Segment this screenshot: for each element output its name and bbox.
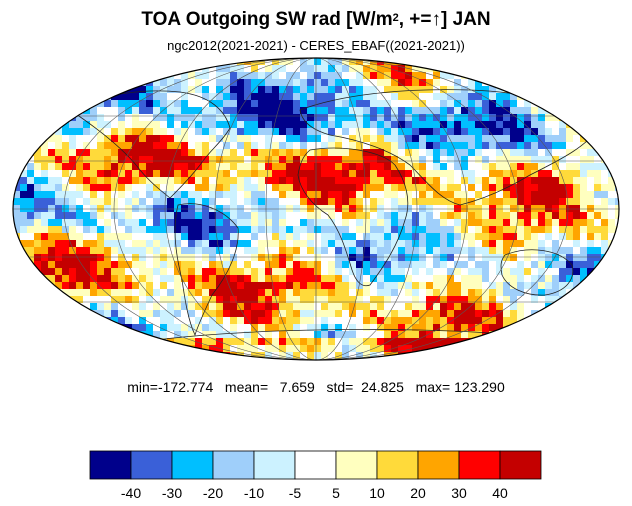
colorbar-tick-label: 20 — [410, 485, 426, 501]
colorbar-box — [212, 450, 255, 480]
colorbar-tick-label: 30 — [451, 485, 467, 501]
colorbar-tick-label: -5 — [289, 485, 302, 501]
title-superscript: 2 — [392, 12, 399, 24]
colorbar-box — [171, 450, 214, 480]
plot-title: TOA Outgoing SW rad [W/m2, +=↑] JAN — [141, 9, 491, 30]
north-america-coast — [69, 90, 231, 199]
eurasia-coast — [299, 89, 601, 206]
colorbar-tick-label: 10 — [369, 485, 385, 501]
colorbar-box — [89, 450, 132, 480]
colorbar-tick-label: -30 — [162, 485, 182, 501]
colorbar-box — [376, 450, 419, 480]
colorbar-box — [458, 450, 501, 480]
colorbar-box — [294, 450, 337, 480]
colorbar-tick-label: 5 — [332, 485, 340, 501]
coastlines — [69, 89, 601, 346]
statistics-line: min=-172.774 mean= 7.659 std= 24.825 max… — [127, 379, 505, 395]
colorbar-box — [335, 450, 378, 480]
south-america-coast — [174, 203, 239, 337]
colorbar-box — [417, 450, 460, 480]
map-border — [12, 57, 620, 361]
plot-subtitle: ngc2012(2021-2021) - CERES_EBAF((2021-20… — [167, 38, 465, 53]
colorbar-box — [130, 450, 173, 480]
africa-coast — [297, 147, 409, 287]
colorbar-box — [253, 450, 296, 480]
colorbar-tick-label: -40 — [121, 485, 141, 501]
colorbar-box — [499, 450, 542, 480]
graticule — [13, 58, 619, 360]
colorbar-tick-label: -20 — [203, 485, 223, 501]
colorbar-tick-label: -10 — [244, 485, 264, 501]
australia-coast — [500, 249, 574, 296]
colorbar-tick-label: 40 — [492, 485, 508, 501]
